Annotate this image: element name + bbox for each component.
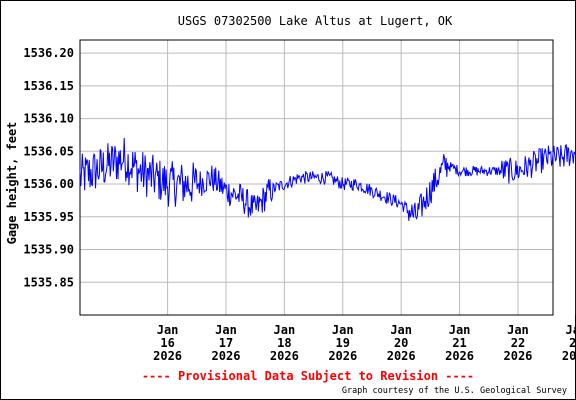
x-tick-label: 2026 [212,349,241,363]
y-tick-label: 1535.90 [23,243,74,257]
x-tick-label: 2026 [153,349,182,363]
y-tick-label: 1536.15 [23,79,74,93]
x-tick-label: 18 [277,336,291,350]
x-tick-label: Jan [390,323,412,337]
x-tick-label: 2026 [504,349,533,363]
grid-lines [80,40,576,315]
x-tick-label: 21 [452,336,466,350]
y-tick-label: 1536.00 [23,177,74,191]
provisional-data-notice: ---- Provisional Data Subject to Revisio… [142,369,474,383]
x-tick-label: 23 [569,336,576,350]
y-tick-label: 1535.95 [23,210,74,224]
x-axis-tick-labels: Jan162026Jan172026Jan182026Jan192026Jan2… [153,323,576,363]
y-tick-label: 1536.05 [23,144,74,158]
x-tick-label: Jan [449,323,471,337]
y-axis-tick-labels: 1535.85 1535.90 1535.95 1536.00 1536.05 1536.… [23,46,74,289]
x-tick-label: 2026 [270,349,299,363]
y-tick-label: 1535.85 [23,275,74,289]
usgs-credit: Graph courtesy of the U.S. Geological Su… [342,386,567,396]
chart-title: USGS 07302500 Lake Altus at Lugert, OK [178,14,453,28]
y-axis-label: Gage height, feet [5,122,19,245]
x-tick-label: Jan [566,323,576,337]
x-tick-label: 20 [394,336,408,350]
x-tick-label: 16 [160,336,174,350]
x-tick-label: 2026 [387,349,416,363]
x-tick-label: 2026 [445,349,474,363]
x-tick-label: Jan [274,323,296,337]
x-tick-label: 22 [511,336,525,350]
x-tick-label: Jan [507,323,529,337]
y-tick-label: 1536.20 [23,46,74,60]
x-tick-label: Jan [215,323,237,337]
x-tick-label: 2026 [328,349,357,363]
x-tick-label: 17 [219,336,233,350]
x-tick-label: 2026 [562,349,576,363]
x-tick-label: 19 [336,336,350,350]
x-tick-label: Jan [332,323,354,337]
gage-height-series-line [79,137,576,221]
y-tick-label: 1536.10 [23,112,74,126]
x-tick-label: Jan [157,323,179,337]
